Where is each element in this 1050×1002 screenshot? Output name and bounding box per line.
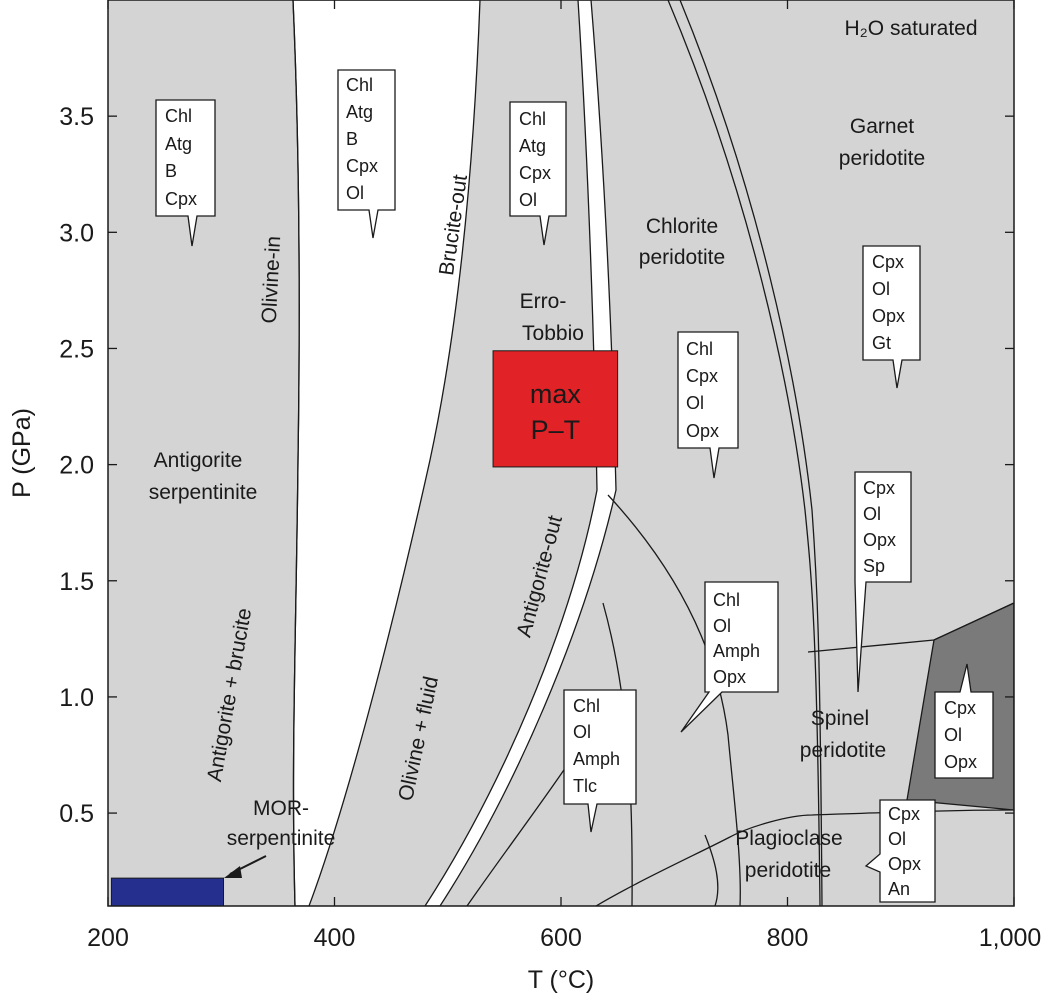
antigorite-serpentinite-label-2: serpentinite <box>149 481 258 504</box>
assemblage-a8-line-3: Amph <box>573 749 620 769</box>
x-tick-label: 400 <box>314 924 356 952</box>
plagioclase-peridotite-label-1: Plagioclase <box>735 827 842 850</box>
assemblage-a4-line-3: Ol <box>686 393 704 413</box>
assemblage-a7-line-3: Amph <box>713 641 760 661</box>
h2o-saturated-label: H₂O saturated <box>844 17 977 40</box>
y-tick-label: 1.5 <box>59 568 94 596</box>
olivine-in-curve <box>292 0 300 906</box>
assemblage-a3-line-4: Ol <box>519 190 537 210</box>
chlorite-out-curve-a <box>667 0 821 906</box>
mor-serpentinite-label-1: MOR- <box>253 797 309 820</box>
assemblage-callout-a5: Cpx Ol Opx Gt <box>862 245 921 389</box>
assemblage-a8-line-1: Chl <box>573 696 600 716</box>
mor-arrow <box>224 855 267 878</box>
assemblage-callout-a1: Chl Atg B Cpx <box>155 99 216 247</box>
x-tick-label: 600 <box>540 924 582 952</box>
assemblage-a5-line-4: Gt <box>872 333 891 353</box>
chlorite-peridotite-label-1: Chlorite <box>646 215 718 238</box>
assemblage-a2-line-2: Atg <box>346 102 373 122</box>
assemblage-a2-line-5: Ol <box>346 183 364 203</box>
assemblage-callout-a10: Cpx Ol Opx An <box>864 799 936 903</box>
assemblage-callout-a3: Chl Atg Cpx Ol <box>509 101 567 246</box>
assemblage-a7-line-4: Opx <box>713 667 746 687</box>
assemblage-a6-line-1: Cpx <box>863 478 895 498</box>
assemblage-a4-line-1: Chl <box>686 339 713 359</box>
assemblage-a2-line-4: Cpx <box>346 156 378 176</box>
assemblage-a4-line-2: Cpx <box>686 366 718 386</box>
max-pt-box <box>492 350 619 468</box>
assemblage-a1-line-4: Cpx <box>165 189 197 209</box>
assemblage-a1-line-1: Chl <box>165 106 192 126</box>
assemblage-a3-line-3: Cpx <box>519 163 551 183</box>
assemblage-a9-line-1: Cpx <box>944 698 976 718</box>
y-tick-label: 2.5 <box>59 335 94 363</box>
assemblage-a1-line-3: B <box>165 161 177 181</box>
assemblage-a2-line-1: Chl <box>346 75 373 95</box>
assemblage-a1-line-2: Atg <box>165 134 192 154</box>
mor-serpentinite-label-2: serpentinite <box>227 827 336 850</box>
garnet-peridotite-label-2: peridotite <box>839 147 925 170</box>
assemblage-callout-a9: Cpx Ol Opx <box>934 663 994 779</box>
assemblage-a6-line-3: Opx <box>863 530 896 550</box>
max-pt-label-1: max <box>530 379 582 409</box>
plagioclase-peridotite-boundary <box>704 834 719 906</box>
erro-tobbio-label-2: Tobbio <box>522 322 584 345</box>
assemblage-a7-line-2: Ol <box>713 616 731 636</box>
plagioclase-peridotite-label-2: peridotite <box>745 859 831 882</box>
assemblage-callout-a2: Chl Atg B Cpx Ol <box>337 69 396 239</box>
y-tick-label: 1.0 <box>59 684 94 712</box>
x-tick-label: 200 <box>87 924 129 952</box>
assemblage-callout-a6: Cpx Ol Opx Sp <box>854 471 912 693</box>
assemblage-a6-line-4: Sp <box>863 556 885 576</box>
assemblage-a5-line-3: Opx <box>872 306 905 326</box>
antigorite-out-white-band <box>424 0 617 906</box>
x-axis-label: T (°C) <box>528 966 594 994</box>
assemblage-a9-line-2: Ol <box>944 725 962 745</box>
erro-tobbio-label-1: Erro- <box>520 290 567 313</box>
chlorite-out-curve-b <box>679 0 823 906</box>
plagioclase-out-curve <box>595 809 1014 906</box>
y-tick-label: 0.5 <box>59 800 94 828</box>
x-axis: 200 400 600 800 1,000 <box>87 0 1041 952</box>
assemblage-a5-line-1: Cpx <box>872 252 904 272</box>
y-tick-label: 2.0 <box>59 452 94 480</box>
assemblage-a10-line-4: An <box>888 879 910 899</box>
assemblage-a6-line-2: Ol <box>863 504 881 524</box>
y-tick-label: 3.5 <box>59 103 94 131</box>
amphibole-in-curve <box>607 494 741 906</box>
y-axis-label: P (GPa) <box>8 408 36 498</box>
assemblage-callout-a8: Chl Ol Amph Tlc <box>563 689 637 833</box>
max-pt-label-2: P–T <box>531 415 581 445</box>
assemblage-callout-a4: Chl Cpx Ol Opx <box>677 331 739 479</box>
assemblage-a9-line-3: Opx <box>944 752 977 772</box>
assemblage-a10-line-3: Opx <box>888 854 921 874</box>
assemblage-callout-a7: Chl Ol Amph Opx <box>680 581 779 733</box>
spinel-peridotite-label-1: Spinel <box>811 707 869 730</box>
antigorite-serpentinite-label-1: Antigorite <box>154 449 243 472</box>
y-axis: 0.5 1.0 1.5 2.0 2.5 3.0 3.5 <box>59 103 1014 828</box>
assemblage-a2-line-3: B <box>346 129 358 149</box>
assemblage-a5-line-2: Ol <box>872 279 890 299</box>
x-tick-label: 1,000 <box>979 924 1042 952</box>
assemblage-a7-line-1: Chl <box>713 590 740 610</box>
y-tick-label: 3.0 <box>59 219 94 247</box>
chlorite-peridotite-label-2: peridotite <box>639 246 725 269</box>
assemblage-a4-line-4: Opx <box>686 421 719 441</box>
garnet-peridotite-label-1: Garnet <box>850 115 914 138</box>
assemblage-a10-line-1: Cpx <box>888 804 920 824</box>
assemblage-a3-line-1: Chl <box>519 109 546 129</box>
assemblage-a8-line-4: Tlc <box>573 776 597 796</box>
assemblage-a10-line-2: Ol <box>888 829 906 849</box>
olivine-in-label: Olivine-in <box>258 235 286 324</box>
assemblage-a8-line-2: Ol <box>573 722 591 742</box>
mor-serpentinite-box <box>110 877 225 906</box>
spinel-peridotite-label-2: peridotite <box>800 739 886 762</box>
assemblage-a3-line-2: Atg <box>519 136 546 156</box>
x-tick-label: 800 <box>767 924 809 952</box>
